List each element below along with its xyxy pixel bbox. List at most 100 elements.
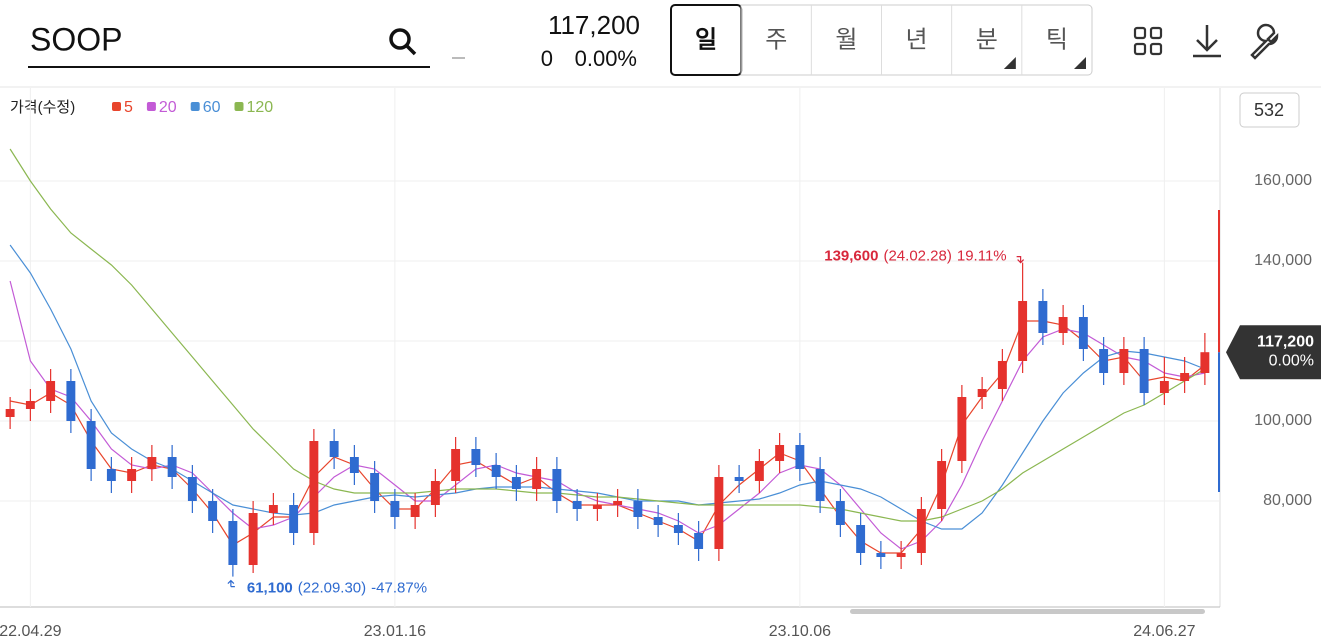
candle-body (1018, 301, 1028, 361)
legend-swatch (146, 102, 156, 111)
candle-body (633, 501, 643, 517)
search-text[interactable]: SOOP (30, 21, 122, 57)
search-icon[interactable] (389, 28, 417, 56)
candle-body (248, 513, 258, 565)
price: 117,200 (548, 10, 640, 40)
x-tick-label: 22.04.29 (0, 623, 62, 640)
legend-label: 120 (247, 99, 274, 116)
candle-body (329, 441, 339, 457)
candle-body (734, 477, 744, 481)
candle-body (491, 465, 501, 477)
change-pct: 0.00% (575, 46, 637, 71)
ma-line (9, 244, 1206, 530)
candle-body (430, 481, 440, 505)
candle-body (167, 457, 177, 477)
candle-body (390, 501, 400, 517)
candle-body (25, 401, 35, 409)
candle-body (896, 553, 906, 557)
max-arrow (1016, 256, 1025, 264)
tab[interactable]: 월 (835, 26, 857, 53)
min-note-price: 61,100 (247, 580, 293, 597)
max-note-pct: 19.11% (957, 248, 1007, 265)
legend-label: 20 (159, 99, 177, 116)
candle-body (471, 449, 481, 465)
candle-body (228, 521, 238, 565)
last-tag-price: 117,200 (1257, 333, 1314, 350)
settings-icon[interactable] (1250, 23, 1279, 60)
candle-body (1058, 317, 1068, 333)
candle-body (309, 441, 319, 533)
candle-body (208, 501, 218, 521)
legend-title: 가격(수정) (10, 99, 75, 116)
ma-line (9, 148, 1206, 522)
y-tick-label: 100,000 (1254, 412, 1312, 429)
min-note-date: (22.09.30) (298, 580, 366, 597)
tab-corner (1074, 57, 1086, 69)
candle-body (1099, 349, 1109, 373)
candle-body (997, 361, 1007, 389)
candle-body (1078, 317, 1088, 349)
candle-body (86, 421, 96, 469)
candle-body (552, 469, 562, 501)
tab[interactable]: 년 (906, 26, 928, 53)
y-tick-label: 80,000 (1263, 492, 1312, 509)
candle-body (1180, 373, 1190, 381)
candle-body (856, 525, 866, 553)
legend-swatch (190, 102, 200, 111)
candle-body (592, 505, 602, 509)
candle-body (1200, 352, 1210, 373)
x-tick-label: 23.10.06 (769, 623, 831, 640)
y-tick-label: 160,000 (1254, 172, 1312, 189)
candle-body (147, 457, 157, 469)
candle-body (876, 553, 886, 557)
candle-body (46, 381, 56, 401)
legend-label: 60 (203, 99, 221, 116)
tab[interactable]: 주 (765, 26, 787, 53)
candle-body (795, 445, 805, 469)
candle-body (532, 469, 542, 489)
candle-body (106, 469, 116, 481)
candle-body (673, 525, 683, 533)
download-icon[interactable] (1193, 25, 1221, 58)
y-tick-label: 140,000 (1254, 252, 1312, 269)
x-tick-label: 24.06.27 (1133, 623, 1195, 640)
candle-body (410, 505, 420, 517)
legend-swatch (234, 102, 244, 111)
count: 532 (1254, 100, 1284, 120)
tab[interactable]: 일 (695, 26, 717, 53)
legend-label: 5 (124, 99, 133, 116)
candle-body (451, 449, 461, 481)
candle-body (653, 517, 663, 525)
count-box[interactable] (1239, 92, 1300, 128)
candle-body (1119, 349, 1129, 373)
candle-body (1159, 381, 1169, 393)
tab-corner (1003, 57, 1016, 69)
candle-body (957, 397, 967, 461)
min-note-pct: -47.87% (371, 580, 427, 597)
scrollbar[interactable] (850, 609, 1205, 614)
candle-body (572, 501, 582, 509)
layout-icon[interactable] (1133, 26, 1163, 56)
x-tick-label: 23.01.16 (364, 623, 426, 640)
candle-body (694, 533, 704, 549)
legend-swatch (112, 102, 121, 111)
candle-body (613, 501, 623, 505)
candle-body (289, 505, 299, 533)
candle-body (1139, 349, 1149, 393)
candle-body (754, 461, 764, 481)
ma-line (9, 280, 1206, 550)
candle-body (127, 469, 137, 481)
tab[interactable]: 틱 (1046, 26, 1068, 53)
min-arrow (227, 579, 235, 588)
candle-body (835, 501, 845, 525)
candle-body (775, 445, 785, 461)
candle-body (349, 457, 359, 473)
last-tag (1226, 325, 1321, 380)
tab[interactable]: 분 (976, 26, 998, 53)
candle-body (1038, 301, 1048, 333)
candle-body (5, 409, 15, 417)
candle-body (937, 461, 947, 509)
